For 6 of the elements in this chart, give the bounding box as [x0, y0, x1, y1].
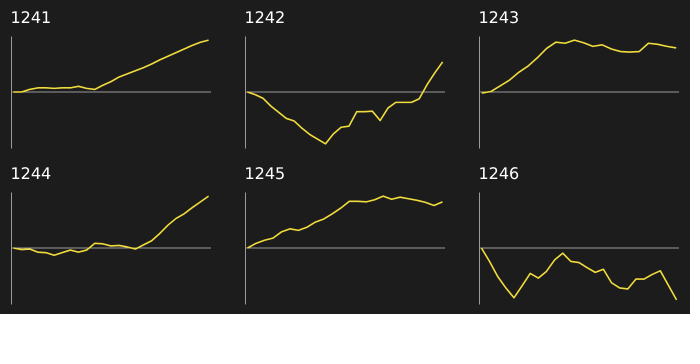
- chart-title: 1241: [10, 8, 52, 27]
- chart-title: 1243: [478, 8, 520, 27]
- chart-title: 1246: [478, 164, 520, 183]
- chart-title: 1242: [244, 8, 286, 27]
- chart-title: 1244: [10, 164, 52, 183]
- chart-title: 1245: [244, 164, 286, 183]
